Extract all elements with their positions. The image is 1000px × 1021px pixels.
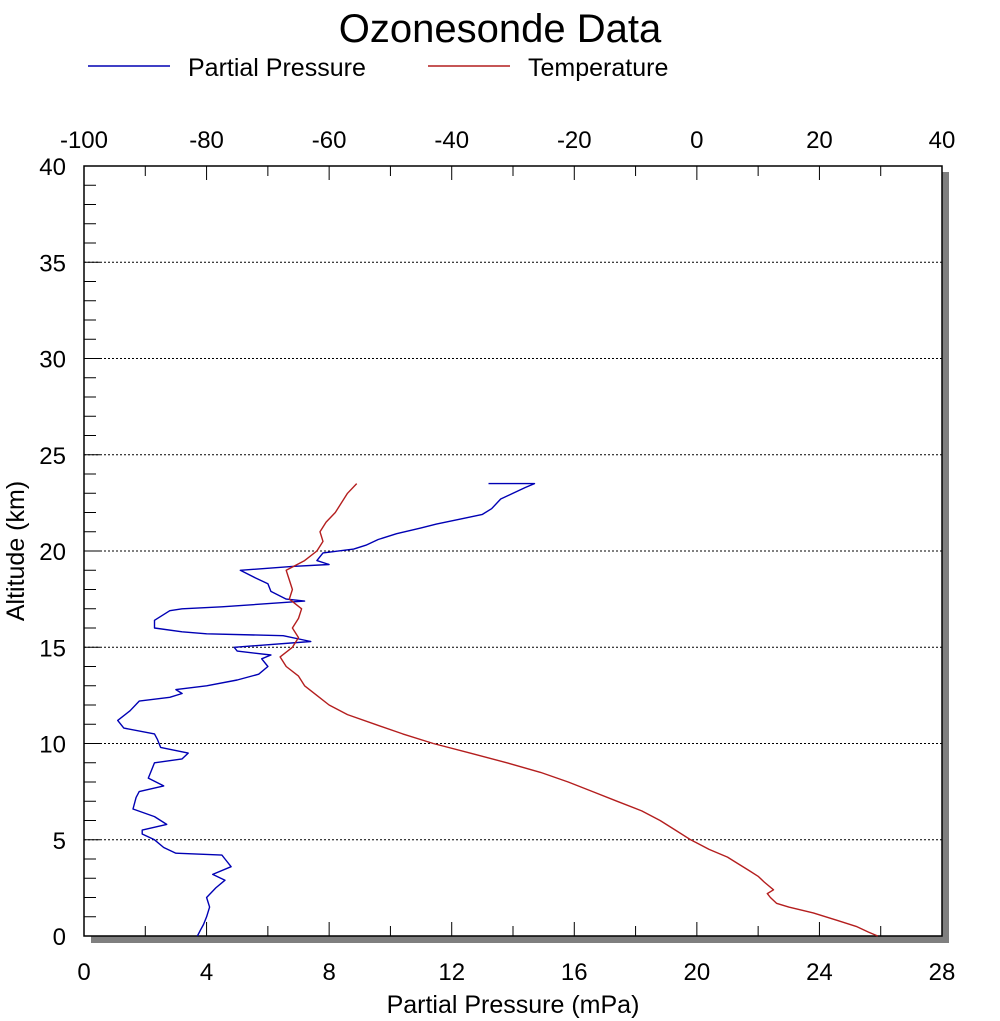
legend-label-partial-pressure: Partial Pressure — [188, 54, 366, 82]
x-tick-label-bottom: 20 — [684, 959, 711, 986]
y-tick-label: 40 — [39, 154, 66, 181]
x-tick-label-bottom: 16 — [561, 959, 588, 986]
y-tick-label: 30 — [39, 347, 66, 374]
axis-ticks — [83, 165, 943, 937]
y-axis-title: Altitude (km) — [2, 481, 30, 621]
tick-labels: 0 5 10 15 20 25 30 35 40 0 4 8 12 16 20 24 28 -100 -80 -60 -… — [39, 127, 955, 986]
x-tick-label-top: 40 — [929, 127, 956, 154]
legend-label-temperature: Temperature — [528, 54, 668, 82]
plot-shadow-bottom — [91, 936, 949, 943]
x-tick-label-top: 0 — [690, 127, 703, 154]
x-tick-label-top: -60 — [312, 127, 347, 154]
x-tick-label-top: 20 — [806, 127, 833, 154]
y-tick-label: 15 — [39, 635, 66, 662]
x-tick-label-bottom: 12 — [438, 959, 465, 986]
series-line-partial-pressure — [117, 482, 536, 937]
x-tick-label-bottom: 8 — [322, 959, 335, 986]
x-tick-label-bottom: 0 — [77, 959, 90, 986]
y-tick-label: 35 — [39, 250, 66, 277]
plot-shadow-right — [942, 172, 949, 943]
y-tick-label: 5 — [53, 828, 66, 855]
series-layer — [117, 482, 878, 937]
plot-area — [83, 165, 949, 943]
y-tick-label: 20 — [39, 539, 66, 566]
x-tick-label-bottom: 24 — [806, 959, 833, 986]
x-tick-label-top: -100 — [60, 127, 108, 154]
series-line-temperature — [279, 483, 878, 937]
x-tick-label-bottom: 28 — [929, 959, 956, 986]
y-tick-label: 10 — [39, 732, 66, 759]
x-axis-title: Partial Pressure (mPa) — [387, 991, 640, 1019]
chart-title: Ozonesonde Data — [339, 7, 662, 51]
y-tick-label: 25 — [39, 443, 66, 470]
x-tick-label-top: -80 — [189, 127, 224, 154]
grid-lines — [84, 261, 942, 841]
x-tick-label-top: -40 — [434, 127, 469, 154]
y-tick-label: 0 — [53, 924, 66, 951]
legend: Partial Pressure Temperature — [88, 54, 668, 82]
x-tick-label-bottom: 4 — [200, 959, 213, 986]
x-tick-label-top: -20 — [557, 127, 592, 154]
